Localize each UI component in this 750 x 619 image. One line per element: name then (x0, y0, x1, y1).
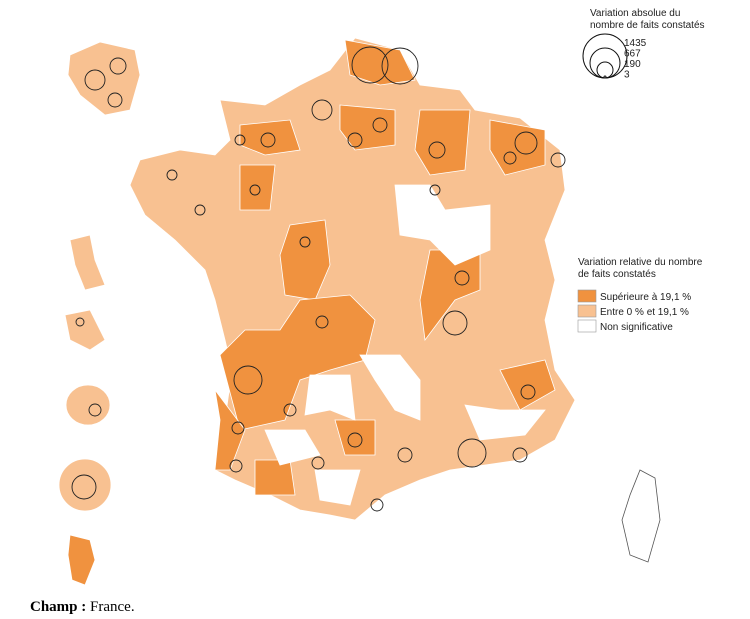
size-legend-title: nombre de faits constatés (590, 20, 705, 31)
size-legend-circle (582, 33, 628, 79)
color-legend-swatch (577, 319, 597, 333)
color-legend-title: Variation relative du nombre (578, 257, 703, 268)
color-legend: Variation relative du nombre de faits co… (577, 257, 703, 333)
color-legend-label: Non significative (600, 322, 673, 333)
color-legend-title: de faits constatés (578, 269, 656, 280)
color-legend-label: Entre 0 % et 19,1 % (600, 307, 689, 318)
footer-text: France. (90, 599, 135, 615)
size-legend-circle (589, 47, 621, 79)
size-legend: Variation absolue du nombre de faits con… (582, 8, 705, 81)
color-legend-swatch (577, 304, 597, 318)
footer-label: Champ : (30, 599, 86, 615)
color-legend-swatch (577, 289, 597, 303)
size-legend-label: 190 (624, 59, 641, 70)
department-circles (71, 46, 566, 512)
metropole (129, 37, 576, 521)
size-legend-title: Variation absolue du (590, 8, 680, 19)
white-departments (264, 184, 546, 506)
size-legend-label: 3 (624, 70, 630, 81)
color-legend-label: Supérieure à 19,1 % (600, 292, 691, 303)
size-legend-circle (603, 75, 607, 79)
size-legend-label: 1435 (624, 38, 647, 49)
size-legend-label: 667 (624, 49, 641, 60)
footer: Champ : France. (30, 599, 135, 615)
